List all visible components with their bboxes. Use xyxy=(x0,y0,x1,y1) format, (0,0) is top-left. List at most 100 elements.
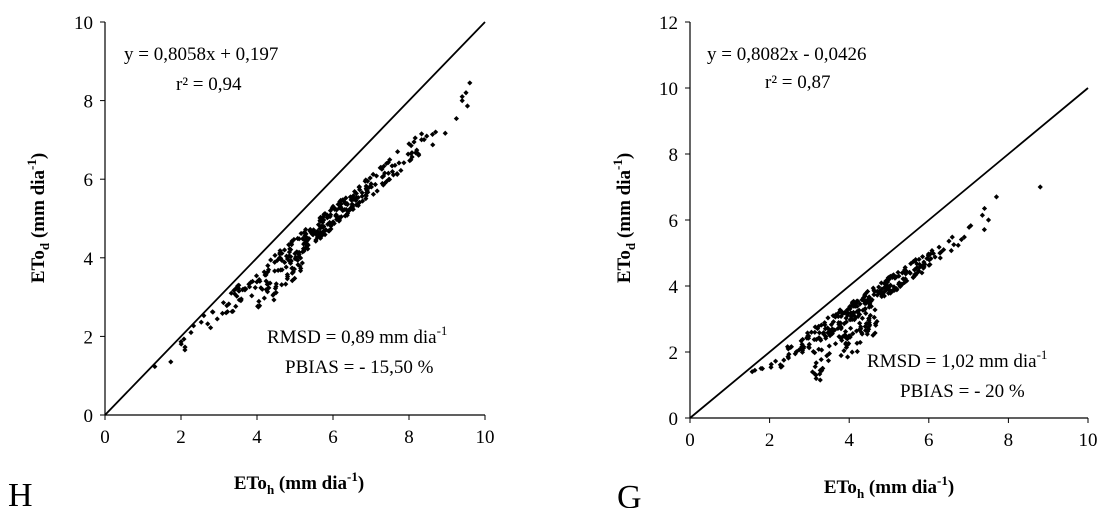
g-data-point xyxy=(819,347,825,353)
h-data-point xyxy=(398,167,404,174)
g-data-point xyxy=(842,328,849,335)
g-data-point xyxy=(825,330,831,336)
g-data-point xyxy=(910,258,917,265)
g-data-point xyxy=(936,244,942,250)
h-data-point xyxy=(256,298,262,305)
g-data-point xyxy=(896,281,902,287)
g-data-point xyxy=(845,354,851,360)
h-data-point xyxy=(236,288,242,294)
g-data-point xyxy=(898,282,904,288)
h-data-point xyxy=(328,226,334,232)
g-data-point xyxy=(823,333,829,340)
g-data-point xyxy=(848,314,854,320)
h-data-point xyxy=(335,201,341,207)
g-data-point xyxy=(749,369,755,375)
g-data-point xyxy=(799,349,806,355)
h-data-point xyxy=(429,131,436,138)
h-data-point xyxy=(242,287,248,293)
h-data-point xyxy=(317,215,323,221)
h-data-point xyxy=(249,278,256,284)
g-data-point xyxy=(871,287,877,293)
h-data-point xyxy=(387,157,393,163)
g-data-point xyxy=(813,375,819,382)
h-data-point xyxy=(205,321,211,327)
h-data-point xyxy=(363,183,369,189)
g-data-point xyxy=(922,261,928,267)
h-data-point xyxy=(258,285,264,291)
g-data-point xyxy=(812,350,818,356)
h-data-point xyxy=(381,163,387,169)
h-data-point xyxy=(379,174,385,180)
g-data-point xyxy=(856,311,863,318)
g-data-point xyxy=(916,264,923,271)
h-plot-area: 0 2 4 6 8 10 0 2 4 6 8 10 xyxy=(74,13,495,448)
g-data-point xyxy=(862,306,868,312)
h-data-point xyxy=(182,344,188,350)
h-data-point xyxy=(265,280,271,287)
g-data-point xyxy=(806,341,812,348)
h-xlabel-sup: -1 xyxy=(347,469,358,484)
h-data-point xyxy=(284,276,290,282)
g-data-point xyxy=(894,287,900,293)
g-data-point xyxy=(864,288,871,295)
h-data-point xyxy=(301,241,307,247)
h-data-point xyxy=(220,300,227,306)
h-data-point xyxy=(453,115,459,122)
h-data-point xyxy=(252,284,258,291)
h-data-point xyxy=(268,257,274,263)
h-data-point xyxy=(274,257,280,264)
g-data-point xyxy=(799,344,805,350)
g-ylabel-main: ETo xyxy=(614,250,635,283)
h-data-point xyxy=(340,197,346,203)
h-data-point xyxy=(312,229,319,236)
h-data-point xyxy=(412,135,418,141)
g-data-point xyxy=(841,321,847,327)
g-data-point xyxy=(849,349,855,355)
g-data-point xyxy=(981,205,988,212)
h-annotation-equation: y = 0,8058x + 0,197 xyxy=(124,44,278,65)
g-data-point xyxy=(857,320,863,326)
h-data-point xyxy=(389,163,395,169)
g-data-point xyxy=(872,307,878,313)
g-data-point xyxy=(816,330,823,336)
g-data-point xyxy=(844,312,851,318)
g-y-tick-label: 2 xyxy=(669,343,679,364)
g-annotation-pbias: PBIAS = - 20 % xyxy=(900,381,1025,402)
h-data-point xyxy=(368,184,374,190)
h-data-point xyxy=(392,162,398,168)
h-x-tick-label: 8 xyxy=(404,427,414,448)
h-data-point xyxy=(188,329,194,336)
g-plot-area: 0 2 4 6 8 10 0 2 4 6 8 10 12 xyxy=(659,13,1098,451)
h-data-point xyxy=(297,255,304,261)
g-data-point xyxy=(981,227,987,233)
g-data-point xyxy=(961,234,967,240)
g-data-point xyxy=(874,292,880,298)
g-data-point xyxy=(839,308,845,315)
h-data-point xyxy=(277,251,283,257)
g-data-point xyxy=(816,346,822,352)
h-data-point xyxy=(355,202,361,209)
g-data-point xyxy=(863,320,869,327)
g-panel-label: G xyxy=(617,479,642,508)
h-data-point xyxy=(230,308,236,314)
h-annotation-r2: r² = 0,94 xyxy=(176,74,242,95)
g-data-point xyxy=(901,269,907,275)
h-data-point xyxy=(344,210,351,216)
h-data-point xyxy=(296,249,302,255)
g-data-point xyxy=(911,267,918,273)
h-data-point xyxy=(365,189,371,195)
h-data-point xyxy=(236,297,242,303)
h-data-point xyxy=(464,103,471,109)
h-ylabel-close: ) xyxy=(28,153,49,159)
g-data-point xyxy=(867,312,874,319)
g-data-point xyxy=(913,257,919,263)
h-one-to-one-line xyxy=(104,21,486,416)
h-data-point xyxy=(374,188,380,194)
g-y-tick-label: 4 xyxy=(669,277,679,298)
g-data-point xyxy=(881,293,887,299)
h-data-point xyxy=(190,323,197,329)
g-data-point xyxy=(785,346,791,352)
g-data-point xyxy=(958,236,965,243)
g-data-point xyxy=(867,322,873,328)
h-data-point xyxy=(234,293,240,299)
